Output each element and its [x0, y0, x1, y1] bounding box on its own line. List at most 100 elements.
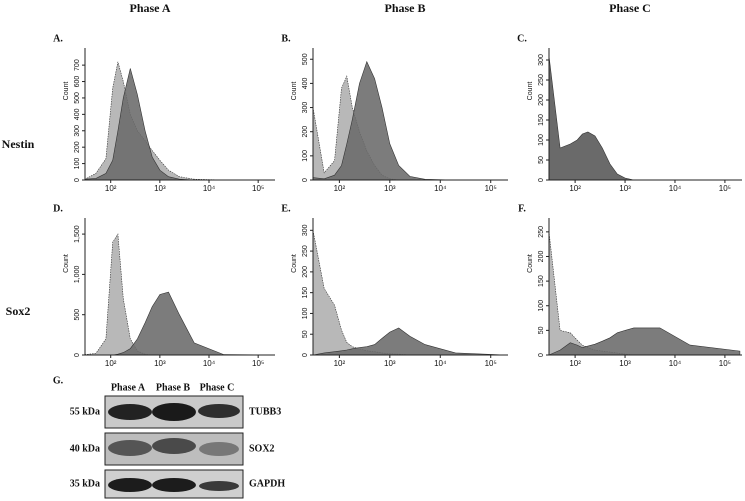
band: [108, 440, 152, 456]
band: [198, 404, 240, 418]
x-tick-label: 10⁵: [719, 184, 731, 193]
y-tick-label: 50: [538, 326, 545, 334]
y-tick-label: 0: [74, 353, 81, 357]
y-tick-label: 100: [302, 150, 309, 162]
y-tick-label: 500: [74, 309, 81, 321]
x-tick-label: 10⁴: [669, 184, 682, 193]
column-header: Phase A: [129, 1, 170, 15]
x-tick-label: 10⁴: [203, 359, 216, 368]
x-tick-label: 10³: [154, 359, 166, 368]
x-tick-label: 10³: [384, 359, 396, 368]
y-tick-label: 50: [538, 156, 545, 164]
y-tick-label: 0: [538, 178, 545, 182]
y-tick-label: 200: [302, 126, 309, 138]
x-tick-label: 10²: [105, 184, 117, 193]
histogram-area: [312, 60, 506, 181]
y-tick-label: 700: [74, 59, 81, 71]
panel-letter: A.: [53, 33, 63, 44]
panel-letter: C.: [517, 33, 527, 44]
row-label: Nestin: [2, 137, 35, 151]
x-tick-label: 10⁴: [434, 359, 447, 368]
y-tick-label: 300: [302, 224, 309, 236]
panel-letter: G.: [53, 375, 64, 386]
protein-label: TUBB3: [249, 406, 281, 417]
size-label: 35 kDa: [70, 478, 100, 489]
x-tick-label: 10²: [334, 359, 346, 368]
x-tick-label: 10⁴: [434, 184, 447, 193]
y-tick-label: 100: [538, 134, 545, 146]
panel-letter: F.: [518, 203, 526, 214]
histogram-area: [312, 327, 506, 356]
x-tick-label: 10⁵: [719, 359, 731, 368]
x-tick-label: 10²: [569, 359, 581, 368]
y-axis-label: Count: [527, 82, 534, 101]
size-label: 40 kDa: [70, 443, 100, 454]
band: [152, 478, 196, 492]
x-tick-label: 10⁵: [485, 184, 497, 193]
y-axis-label: Count: [291, 82, 298, 101]
y-tick-label: 500: [74, 92, 81, 104]
panel-letter: B.: [281, 33, 291, 44]
x-tick-label: 10²: [105, 359, 117, 368]
x-tick-label: 10⁵: [252, 184, 264, 193]
y-tick-label: 600: [74, 76, 81, 88]
band: [152, 403, 196, 421]
y-tick-label: 0: [74, 178, 81, 182]
x-tick-label: 10⁴: [203, 184, 216, 193]
x-tick-label: 10²: [334, 184, 346, 193]
y-tick-label: 100: [538, 300, 545, 312]
y-tick-label: 200: [538, 94, 545, 106]
y-tick-label: 0: [538, 353, 545, 357]
y-tick-label: 0: [302, 353, 309, 357]
lane-label: Phase A: [111, 382, 146, 393]
x-tick-label: 10⁵: [252, 359, 264, 368]
y-tick-label: 400: [74, 108, 81, 120]
column-header: Phase C: [609, 1, 651, 15]
y-tick-label: 0: [302, 178, 309, 182]
y-tick-label: 100: [74, 158, 81, 170]
x-tick-label: 10³: [619, 184, 631, 193]
band: [108, 404, 152, 420]
y-axis-label: Count: [527, 254, 534, 273]
y-tick-label: 200: [302, 266, 309, 278]
y-axis-label: Count: [63, 82, 70, 101]
band: [199, 481, 239, 491]
panel-letter: E.: [281, 203, 291, 214]
y-tick-label: 500: [302, 53, 309, 65]
x-tick-label: 10³: [154, 184, 166, 193]
histogram-area: [548, 55, 740, 181]
size-label: 55 kDa: [70, 406, 100, 417]
y-tick-label: 150: [538, 275, 545, 287]
lane-label: Phase B: [156, 382, 191, 393]
y-tick-label: 100: [302, 307, 309, 319]
y-tick-label: 150: [538, 114, 545, 126]
y-tick-label: 250: [302, 245, 309, 257]
blot: [104, 395, 244, 499]
x-tick-label: 10⁵: [485, 359, 497, 368]
y-axis-label: Count: [63, 254, 70, 273]
y-tick-label: 50: [302, 330, 309, 338]
row-label: Sox2: [6, 304, 31, 318]
protein-label: GAPDH: [249, 478, 285, 489]
histogram-area: [548, 327, 741, 356]
y-tick-label: 250: [538, 226, 545, 238]
lane-label: Phase C: [200, 382, 235, 393]
y-tick-label: 1,000: [74, 266, 81, 284]
y-tick-label: 200: [74, 141, 81, 153]
band: [152, 438, 196, 454]
band: [199, 442, 239, 456]
x-tick-label: 10⁴: [669, 359, 682, 368]
column-header: Phase B: [384, 1, 425, 15]
x-tick-label: 10³: [384, 184, 396, 193]
protein-label: SOX2: [249, 443, 275, 454]
y-tick-label: 300: [302, 102, 309, 114]
y-tick-label: 250: [538, 74, 545, 86]
x-tick-label: 10³: [619, 359, 631, 368]
panel-letter: D.: [53, 203, 63, 214]
y-tick-label: 300: [538, 54, 545, 66]
y-tick-label: 400: [302, 77, 309, 89]
y-tick-label: 150: [302, 287, 309, 299]
band: [108, 478, 152, 492]
